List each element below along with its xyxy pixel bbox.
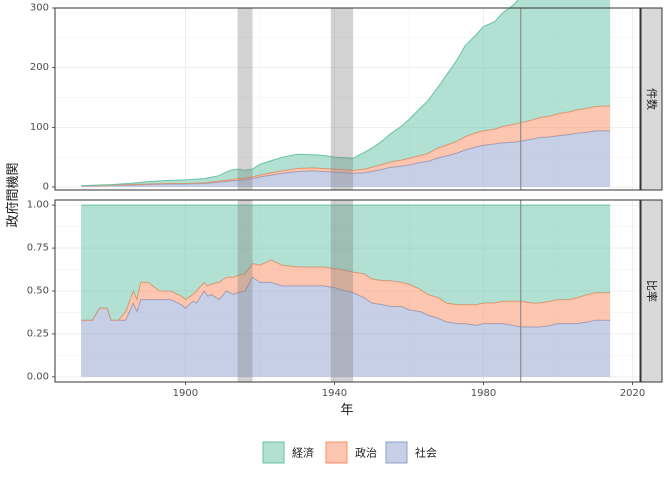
panel-2: 比率 0.00 0.25 0.50 0.75 1.00	[27, 199, 663, 383]
legend: 経済 政治 社会	[262, 441, 437, 464]
x-tick-label: 1980	[471, 388, 496, 399]
facet-strip-label: 比率	[645, 280, 659, 302]
area-社会	[81, 130, 611, 188]
shaded-period-1	[237, 200, 253, 382]
legend-key-経済	[262, 441, 285, 464]
facet-strip	[640, 7, 663, 191]
legend-key-社会	[385, 441, 408, 464]
y-tick-label: 100	[30, 122, 49, 133]
line-経済	[81, 0, 519, 187]
facet-strip-label: 件数	[645, 88, 658, 110]
y-tick-label: 0.50	[27, 286, 49, 297]
y-tick-label: 0.75	[27, 243, 49, 254]
shaded-period-1	[237, 8, 253, 190]
panel-1: 件数 0 100 200 300	[30, 0, 663, 193]
area-政治	[81, 260, 611, 328]
facet-strip	[640, 199, 663, 383]
y-axis-title: 政府間機関	[6, 162, 21, 227]
area-社会	[81, 277, 611, 377]
legend-label-政治: 政治	[355, 446, 377, 460]
x-axis: 1900 1940 1980 2020	[173, 382, 645, 399]
area-経済	[81, 0, 611, 186]
shaded-period-2	[330, 200, 354, 382]
x-tick-label: 2020	[620, 388, 645, 399]
x-axis-title: 年	[340, 403, 353, 418]
x-tick-label: 1900	[173, 388, 198, 399]
y-tick-label: 1.00	[27, 200, 49, 211]
y-tick-label: 200	[30, 62, 49, 73]
shaded-period-2	[330, 8, 354, 190]
y-tick-label: 0.25	[27, 328, 49, 339]
panel-border	[54, 7, 641, 191]
legend-label-社会: 社会	[415, 446, 437, 460]
legend-key-政治	[325, 441, 348, 464]
x-tick-label: 1940	[322, 388, 347, 399]
y-tick-label: 0.00	[27, 371, 49, 382]
y-tick-label: 0	[43, 182, 49, 193]
legend-label-経済: 経済	[292, 446, 314, 460]
panels-layer: 件数 0 100 200 300 比率 0.00 0.25 0.50 0.75 1.00	[27, 0, 663, 383]
area-経済	[81, 205, 611, 321]
y-tick-label: 300	[30, 3, 49, 14]
